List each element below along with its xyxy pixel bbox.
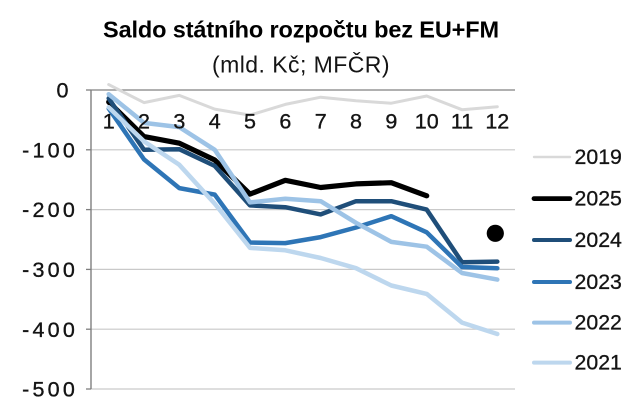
svg-text:11: 11 — [451, 109, 473, 133]
svg-text:5: 5 — [244, 109, 256, 133]
svg-text:0: 0 — [57, 79, 69, 103]
svg-text:-400: -400 — [22, 318, 78, 342]
svg-text:9: 9 — [385, 109, 397, 133]
svg-text:-500: -500 — [22, 378, 78, 402]
svg-text:-300: -300 — [22, 258, 78, 282]
svg-text:4: 4 — [209, 109, 221, 133]
svg-text:10: 10 — [415, 109, 439, 133]
svg-text:12: 12 — [485, 109, 509, 133]
svg-text:7: 7 — [315, 109, 327, 133]
svg-text:2022: 2022 — [575, 310, 622, 334]
svg-text:Saldo státního rozpočtu bez EU: Saldo státního rozpočtu bez EU+FM — [103, 17, 499, 43]
svg-text:-200: -200 — [22, 198, 78, 222]
svg-text:2: 2 — [138, 109, 150, 133]
svg-text:2021: 2021 — [575, 350, 622, 374]
svg-text:6: 6 — [279, 109, 291, 133]
svg-text:1: 1 — [103, 109, 115, 133]
svg-text:(mld. Kč; MFČR): (mld. Kč; MFČR) — [212, 51, 390, 78]
svg-text:8: 8 — [350, 109, 362, 133]
svg-text:2025: 2025 — [575, 186, 622, 210]
svg-text:2019: 2019 — [575, 145, 622, 169]
svg-text:2023: 2023 — [575, 270, 622, 294]
svg-text:2024: 2024 — [575, 228, 623, 252]
svg-text:3: 3 — [173, 109, 185, 133]
svg-text:-100: -100 — [22, 138, 78, 162]
